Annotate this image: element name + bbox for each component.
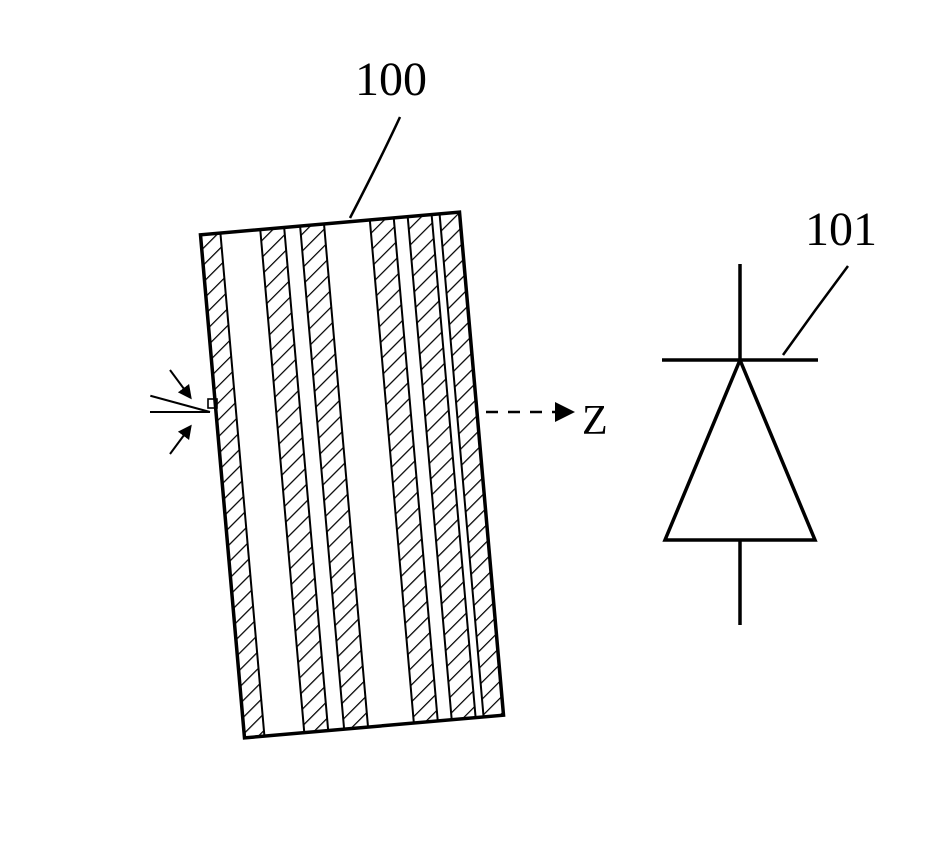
structure-leader bbox=[350, 117, 400, 218]
layered-structure bbox=[200, 212, 503, 738]
tilt-arrow-lower bbox=[170, 427, 190, 454]
diode-label: 101 bbox=[805, 203, 877, 256]
structure-label: 100 bbox=[355, 53, 427, 106]
tilt-indicator bbox=[150, 370, 217, 454]
tilt-arm-angled bbox=[150, 396, 210, 412]
z-axis-label: Z bbox=[582, 398, 608, 444]
diode-leader bbox=[783, 266, 848, 355]
diode-symbol bbox=[662, 264, 818, 625]
left-wall bbox=[200, 233, 264, 738]
tilt-arrow-upper bbox=[170, 370, 190, 397]
diagram-canvas: Z 100 101 bbox=[0, 0, 935, 841]
diode-triangle bbox=[665, 360, 815, 540]
